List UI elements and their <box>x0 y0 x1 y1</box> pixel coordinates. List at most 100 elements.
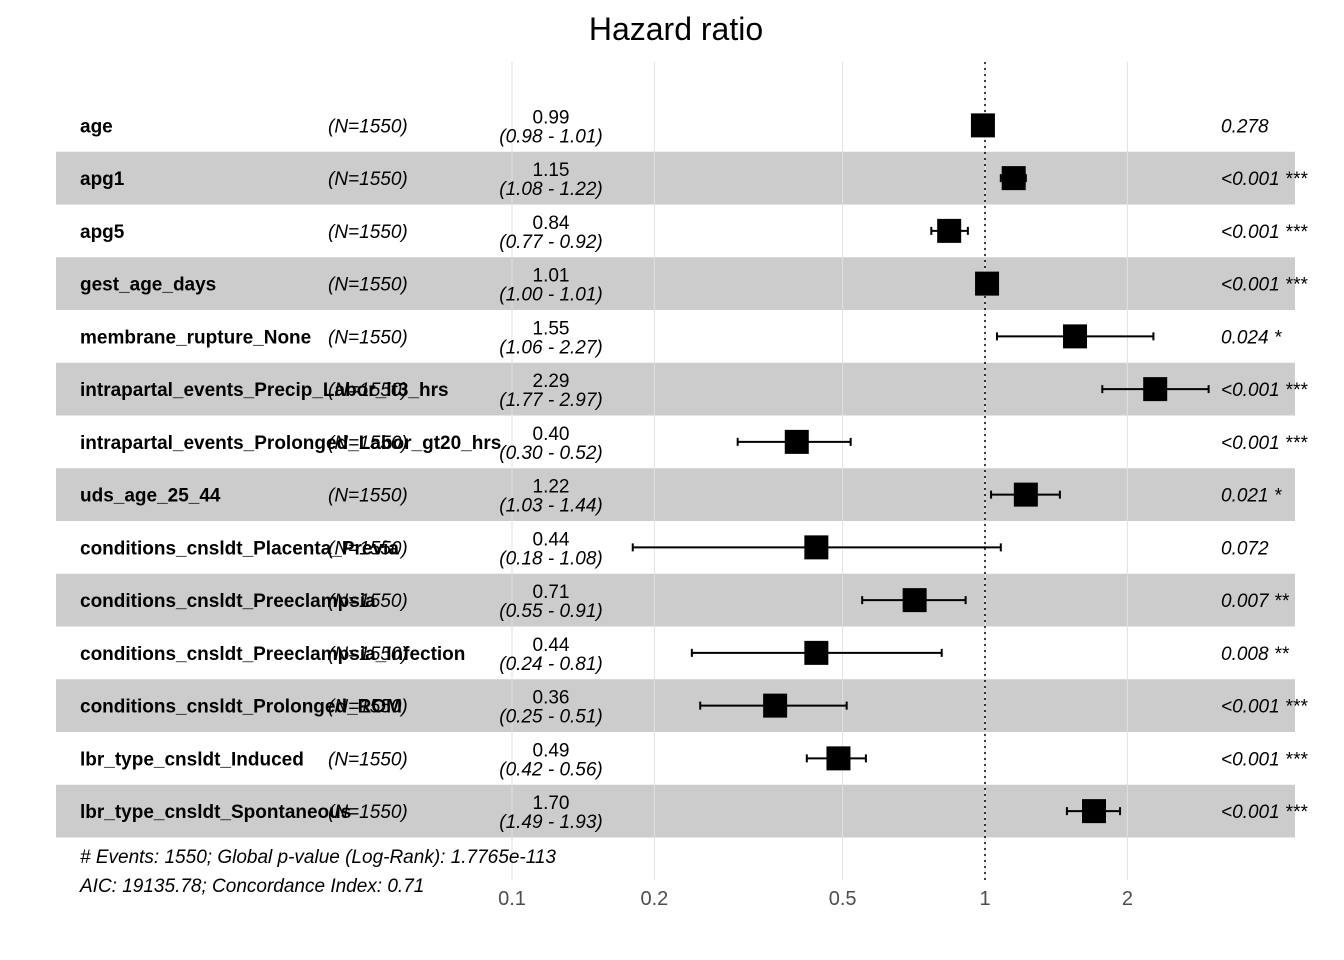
row-stripe <box>56 257 1295 310</box>
n-label: (N=1550) <box>328 222 408 243</box>
p-value-label: 0.024 * <box>1221 327 1282 348</box>
row-stripes <box>56 151 1295 838</box>
n-label: (N=1550) <box>328 169 408 190</box>
variable-label: membrane_rupture_None <box>80 327 311 348</box>
forest-row: uds_age_25_44 (N=1550) 1.22(1.03 - 1.44) 0.… <box>80 477 1282 517</box>
variable-label: lbr_type_cnsldt_Induced <box>80 749 304 770</box>
variable-label: lbr_type_cnsldt_Spontaneous <box>80 802 351 823</box>
n-label: (N=1550) <box>328 591 408 612</box>
x-tick-label: 1 <box>979 888 990 910</box>
x-axis-ticks: 0.1 0.2 0.5 1 2 <box>498 888 1133 910</box>
hr-label: 1.22 <box>533 477 570 498</box>
n-label: (N=1550) <box>328 275 408 296</box>
forest-row: apg1 (N=1550) 1.15(1.08 - 1.22) <0.001 *** <box>80 160 1308 200</box>
ci-label: (0.98 - 1.01) <box>499 126 603 147</box>
forest-row: lbr_type_cnsldt_Spontaneous(N=1550) 1.70(… <box>80 793 1308 833</box>
forest-row: conditions_cnsldt_Prolonged_ROM(N=1550) 0… <box>80 688 1308 728</box>
p-value-label: <0.001 *** <box>1221 380 1308 401</box>
hr-label: 1.70 <box>533 793 570 814</box>
hr-marker <box>1001 166 1026 191</box>
n-label: (N=1550) <box>328 749 408 770</box>
hr-marker <box>804 640 829 665</box>
forest-row: age (N=1550) 0.99(0.98 - 1.01) 0.278 <box>80 107 1269 147</box>
hr-marker <box>804 535 829 560</box>
variable-label: age <box>80 116 113 137</box>
p-value-label: 0.021 * <box>1221 486 1282 507</box>
ci-label: (1.06 - 2.27) <box>499 337 603 358</box>
hr-label: 1.01 <box>533 266 570 287</box>
forest-row: conditions_cnsldt_Placenta_Previa(N=1550… <box>80 529 1269 569</box>
n-label: (N=1550) <box>328 327 408 348</box>
footnote-events: # Events: 1550; Global p-value (Log-Rank… <box>80 847 556 868</box>
hr-label: 0.44 <box>533 635 570 656</box>
p-value-label: <0.001 *** <box>1221 802 1308 823</box>
p-value-label: <0.001 *** <box>1221 433 1308 454</box>
forest-row: membrane_rupture_None (N=1550) 1.55(1.06 -… <box>80 318 1282 358</box>
x-tick-label: 2 <box>1122 888 1133 910</box>
n-label: (N=1550) <box>328 380 408 401</box>
forest-row: conditions_cnsldt_Preeclampsia(N=1550) 0.… <box>80 582 1289 622</box>
n-label: (N=1550) <box>328 538 408 559</box>
hr-label: 1.55 <box>533 318 570 339</box>
hr-marker <box>784 429 809 454</box>
row-stripe <box>56 151 1295 205</box>
forest-row: intrapartal_events_Precip_Labor_lt3_hrs(… <box>80 371 1308 411</box>
variable-label: apg5 <box>80 222 125 243</box>
variable-label: conditions_cnsldt_Preeclampsia <box>80 591 376 612</box>
ci-label: (0.25 - 0.51) <box>499 707 603 728</box>
ci-label: (1.08 - 1.22) <box>499 179 603 200</box>
hr-marker <box>1013 482 1038 507</box>
n-label: (N=1550) <box>328 697 408 718</box>
p-value-label: 0.007 ** <box>1221 591 1289 612</box>
x-tick-label: 0.2 <box>640 888 668 910</box>
ci-label: (0.55 - 0.91) <box>499 601 603 622</box>
chart-title: Hazard ratio <box>589 11 763 47</box>
forest-row: gest_age_days (N=1550) 1.01(1.00 - 1.01) <0… <box>80 266 1308 306</box>
n-label: (N=1550) <box>328 433 408 454</box>
n-label: (N=1550) <box>328 802 408 823</box>
forest-row: conditions_cnsldt_Preeclampsia_Infection… <box>80 635 1289 675</box>
forest-row: intrapartal_events_Prolonged_Labor_gt20_… <box>80 424 1308 464</box>
variable-label: conditions_cnsldt_Placenta_Previa <box>80 538 399 559</box>
ci-label: (0.77 - 0.92) <box>499 232 603 253</box>
hr-marker <box>826 746 851 771</box>
hr-marker <box>937 218 962 243</box>
hr-marker <box>1063 324 1088 349</box>
ci-label: (0.30 - 0.52) <box>499 443 603 464</box>
row-stripe <box>56 468 1295 521</box>
variable-label: uds_age_25_44 <box>80 486 221 507</box>
variable-label: intrapartal_events_Prolonged_Labor_gt20_… <box>80 433 501 454</box>
ci-label: (0.24 - 0.81) <box>499 654 603 675</box>
variable-label: apg1 <box>80 169 125 190</box>
row-stripe <box>56 362 1295 416</box>
p-value-label: 0.278 <box>1221 116 1269 137</box>
p-value-label: <0.001 *** <box>1221 169 1308 190</box>
hr-marker <box>1143 377 1168 402</box>
hr-label: 1.15 <box>533 160 570 181</box>
hr-marker <box>970 113 995 138</box>
hr-marker <box>1082 799 1107 824</box>
hr-label: 0.71 <box>533 582 570 603</box>
n-label: (N=1550) <box>328 116 408 137</box>
ci-label: (1.77 - 2.97) <box>499 390 603 411</box>
variable-label: conditions_cnsldt_Preeclampsia_Infection <box>80 644 465 665</box>
ci-label: (1.49 - 1.93) <box>499 812 603 833</box>
x-tick-label: 0.1 <box>498 888 526 910</box>
n-label: (N=1550) <box>328 486 408 507</box>
ci-label: (1.00 - 1.01) <box>499 285 603 306</box>
p-value-label: <0.001 *** <box>1221 749 1308 770</box>
n-label: (N=1550) <box>328 644 408 665</box>
p-value-label: <0.001 *** <box>1221 222 1308 243</box>
forest-row: lbr_type_cnsldt_Induced (N=1550) 0.49(0.42… <box>80 740 1308 780</box>
p-value-label: <0.001 *** <box>1221 697 1308 718</box>
forest-row: apg5 (N=1550) 0.84(0.77 - 0.92) <0.001 *** <box>80 213 1308 253</box>
p-value-label: 0.008 ** <box>1221 644 1289 665</box>
forest-rows: age (N=1550) 0.99(0.98 - 1.01) 0.278 apg1 (N=… <box>80 107 1308 833</box>
ci-label: (0.42 - 0.56) <box>499 759 603 780</box>
hr-label: 0.99 <box>533 107 570 128</box>
variable-label: conditions_cnsldt_Prolonged_ROM <box>80 697 402 718</box>
hr-label: 0.84 <box>533 213 570 234</box>
hr-label: 0.49 <box>533 740 570 761</box>
ci-label: (1.03 - 1.44) <box>499 496 603 517</box>
hr-marker <box>902 588 927 613</box>
